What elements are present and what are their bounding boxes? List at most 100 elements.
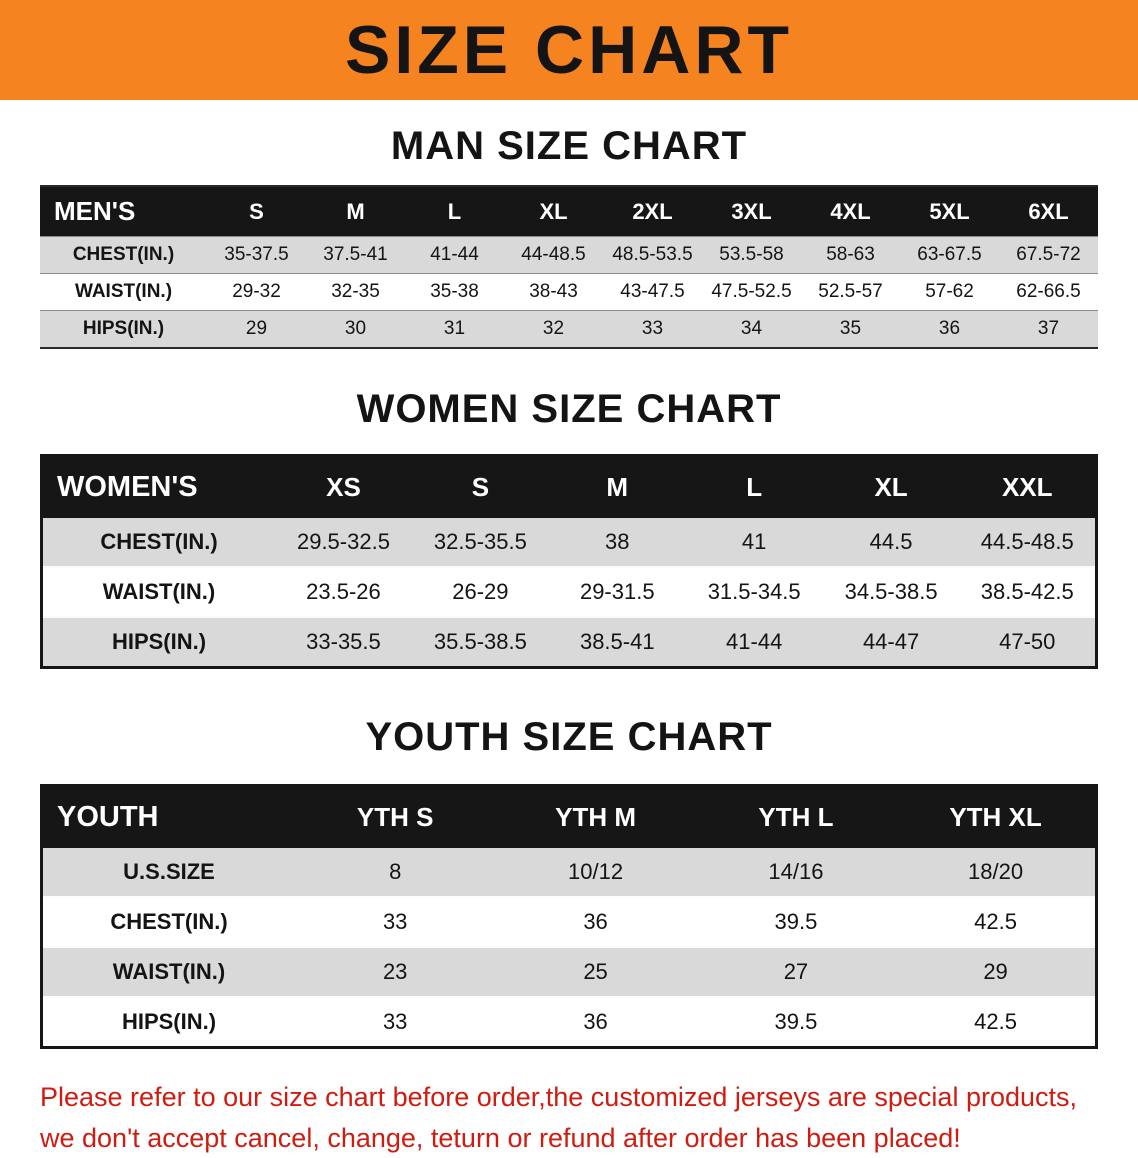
size-column-header: 6XL xyxy=(999,186,1098,237)
measurement-value: 67.5-72 xyxy=(999,237,1098,274)
measurement-value: 38.5-41 xyxy=(549,617,686,668)
measurement-value: 63-67.5 xyxy=(900,237,999,274)
size-column-header: M xyxy=(549,456,686,519)
measurement-value: 57-62 xyxy=(900,274,999,311)
measurement-value: 47-50 xyxy=(960,617,1097,668)
banner-title: SIZE CHART xyxy=(345,16,793,84)
man-size-heading: MAN SIZE CHART xyxy=(0,124,1138,169)
measurement-value: 38.5-42.5 xyxy=(960,567,1097,617)
measurement-value: 32 xyxy=(504,311,603,349)
size-column-header: L xyxy=(686,456,823,519)
size-column-header: YTH S xyxy=(295,786,495,849)
size-column-header: 5XL xyxy=(900,186,999,237)
table-corner-label: MEN'S xyxy=(40,186,207,237)
measurement-value: 10/12 xyxy=(495,848,695,897)
size-column-header: YTH XL xyxy=(896,786,1096,849)
table-corner-label: YOUTH xyxy=(42,786,296,849)
size-column-header: YTH M xyxy=(495,786,695,849)
measurement-value: 29 xyxy=(896,947,1096,997)
measurement-value: 31 xyxy=(405,311,504,349)
measurement-label: HIPS(IN.) xyxy=(42,997,296,1048)
measurement-value: 29.5-32.5 xyxy=(275,518,412,567)
size-column-header: YTH L xyxy=(696,786,896,849)
measurement-value: 53.5-58 xyxy=(702,237,801,274)
notice-line-1: Please refer to our size chart before or… xyxy=(40,1077,1138,1118)
measurement-value: 27 xyxy=(696,947,896,997)
measurement-value: 43-47.5 xyxy=(603,274,702,311)
measurement-value: 58-63 xyxy=(801,237,900,274)
measurement-label: CHEST(IN.) xyxy=(42,518,276,567)
measurement-label: WAIST(IN.) xyxy=(42,567,276,617)
measurement-value: 42.5 xyxy=(896,997,1096,1048)
measurement-value: 37.5-41 xyxy=(306,237,405,274)
measurement-value: 35.5-38.5 xyxy=(412,617,549,668)
table-corner-label: WOMEN'S xyxy=(42,456,276,519)
measurement-value: 41-44 xyxy=(405,237,504,274)
measurement-value: 41 xyxy=(686,518,823,567)
size-column-header: S xyxy=(412,456,549,519)
size-column-header: XL xyxy=(504,186,603,237)
measurement-value: 14/16 xyxy=(696,848,896,897)
youth-size-heading: YOUTH SIZE CHART xyxy=(0,715,1138,760)
measurement-value: 33 xyxy=(603,311,702,349)
measurement-value: 48.5-53.5 xyxy=(603,237,702,274)
measurement-value: 41-44 xyxy=(686,617,823,668)
measurement-value: 23 xyxy=(295,947,495,997)
measurement-value: 38-43 xyxy=(504,274,603,311)
measurement-value: 29-31.5 xyxy=(549,567,686,617)
measurement-value: 33 xyxy=(295,897,495,947)
size-column-header: 4XL xyxy=(801,186,900,237)
measurement-value: 34 xyxy=(702,311,801,349)
size-column-header: M xyxy=(306,186,405,237)
measurement-value: 18/20 xyxy=(896,848,1096,897)
size-column-header: S xyxy=(207,186,306,237)
measurement-label: WAIST(IN.) xyxy=(42,947,296,997)
measurement-value: 25 xyxy=(495,947,695,997)
measurement-value: 44.5 xyxy=(823,518,960,567)
measurement-value: 35-37.5 xyxy=(207,237,306,274)
measurement-label: HIPS(IN.) xyxy=(40,311,207,349)
footer-notice: Please refer to our size chart before or… xyxy=(40,1077,1138,1158)
size-chart-banner: SIZE CHART xyxy=(0,0,1138,100)
measurement-value: 42.5 xyxy=(896,897,1096,947)
size-column-header: 2XL xyxy=(603,186,702,237)
measurement-label: CHEST(IN.) xyxy=(42,897,296,947)
measurement-label: WAIST(IN.) xyxy=(40,274,207,311)
measurement-value: 62-66.5 xyxy=(999,274,1098,311)
measurement-value: 32-35 xyxy=(306,274,405,311)
size-column-header: XXL xyxy=(960,456,1097,519)
measurement-value: 47.5-52.5 xyxy=(702,274,801,311)
measurement-value: 35-38 xyxy=(405,274,504,311)
measurement-value: 29-32 xyxy=(207,274,306,311)
size-column-header: 3XL xyxy=(702,186,801,237)
measurement-value: 31.5-34.5 xyxy=(686,567,823,617)
size-column-header: L xyxy=(405,186,504,237)
measurement-label: CHEST(IN.) xyxy=(40,237,207,274)
measurement-value: 35 xyxy=(801,311,900,349)
measurement-value: 30 xyxy=(306,311,405,349)
measurement-value: 33 xyxy=(295,997,495,1048)
measurement-value: 23.5-26 xyxy=(275,567,412,617)
size-column-header: XL xyxy=(823,456,960,519)
measurement-value: 36 xyxy=(495,997,695,1048)
measurement-label: U.S.SIZE xyxy=(42,848,296,897)
measurement-value: 39.5 xyxy=(696,897,896,947)
measurement-value: 44.5-48.5 xyxy=(960,518,1097,567)
measurement-value: 34.5-38.5 xyxy=(823,567,960,617)
